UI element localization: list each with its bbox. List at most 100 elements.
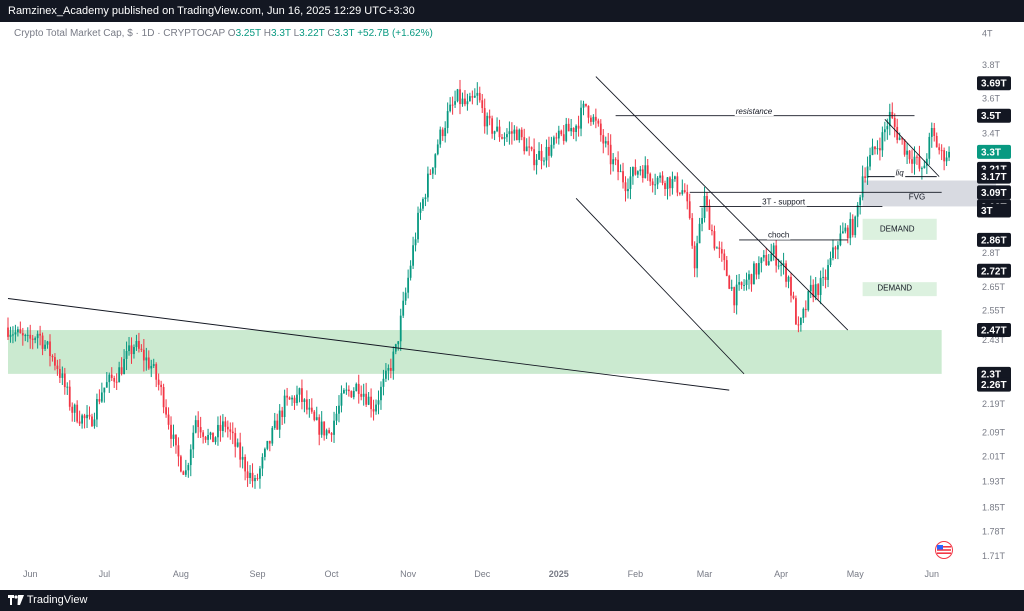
candle <box>110 367 113 381</box>
time-axis[interactable]: Jun Jul Aug Sep Oct Nov Dec 2025 Feb Mar Apr May Jun <box>23 569 939 579</box>
candle <box>461 92 464 107</box>
candle <box>189 444 192 477</box>
candle <box>360 385 363 401</box>
candle <box>138 332 140 353</box>
candle <box>802 307 805 323</box>
svg-text:3.5T: 3.5T <box>981 111 1001 122</box>
candle <box>293 395 296 410</box>
candle <box>184 459 187 477</box>
y-tick-label: 2.43T <box>982 335 1006 345</box>
candle <box>83 413 86 429</box>
x-tick-label: Feb <box>628 569 644 579</box>
candle <box>481 94 484 113</box>
annotation-resistance[interactable]: resistance <box>736 107 773 116</box>
annotation-choch[interactable]: choch <box>768 231 789 240</box>
annotation-fvg[interactable]: FVG <box>909 192 925 201</box>
candle <box>827 259 829 288</box>
candle <box>928 132 931 165</box>
line-channel-lower[interactable] <box>575 198 745 375</box>
candle <box>422 197 424 211</box>
candle <box>103 387 106 403</box>
candle <box>305 390 308 415</box>
candle <box>14 324 17 342</box>
line-mini-trendline[interactable] <box>884 118 940 177</box>
candle <box>350 390 353 399</box>
us-flag-icon[interactable] <box>933 541 955 559</box>
candle <box>345 382 348 395</box>
candle <box>125 341 128 371</box>
candle <box>933 122 936 142</box>
candle <box>226 420 229 438</box>
candle <box>903 139 906 157</box>
zone-demand-upper[interactable] <box>862 218 937 240</box>
candle <box>669 176 671 197</box>
candle <box>209 431 212 440</box>
candle <box>844 223 847 234</box>
candle <box>24 333 27 342</box>
candle <box>466 93 469 111</box>
candle <box>130 337 133 364</box>
candle <box>636 170 639 179</box>
candle <box>352 387 355 400</box>
candle <box>876 140 879 155</box>
low-label: L <box>293 28 300 39</box>
line-channel-upper[interactable] <box>595 76 849 331</box>
candle <box>720 241 723 262</box>
candle <box>387 364 390 381</box>
x-tick-label: Jun <box>925 569 940 579</box>
candle <box>577 115 580 137</box>
price-axis[interactable]: 4T3.8T3.6T3.4T3.2T3T2.8T2.65T2.55T2.43T2… <box>982 29 1006 561</box>
x-tick-label: Oct <box>325 569 340 579</box>
annotation-demand[interactable]: DEMAND <box>880 224 915 233</box>
candle <box>701 207 703 232</box>
candle <box>671 171 674 195</box>
candle <box>938 143 941 155</box>
candle <box>874 146 876 155</box>
candle <box>715 246 718 249</box>
candle <box>34 336 37 344</box>
candle <box>301 379 303 410</box>
candle <box>244 454 247 481</box>
candle <box>372 399 375 421</box>
candle <box>456 88 459 103</box>
annotation-liq[interactable]: liq <box>896 169 905 178</box>
candle <box>12 326 14 344</box>
candle <box>543 157 545 166</box>
candle <box>219 415 222 442</box>
candle <box>792 291 795 300</box>
zone-fvg[interactable] <box>862 180 996 207</box>
symbol-name[interactable]: Crypto Total Market Cap, $ · 1D · CRYPTO… <box>14 28 226 39</box>
candle <box>674 175 676 182</box>
candle <box>157 373 160 391</box>
candle <box>639 165 642 176</box>
candle <box>837 241 839 260</box>
footer-brand[interactable]: TradingView <box>26 594 88 606</box>
candle <box>128 336 130 356</box>
candle <box>824 269 827 289</box>
tradingview-logo-icon[interactable] <box>8 595 24 606</box>
candle <box>140 344 143 353</box>
candle <box>441 127 444 141</box>
open-value: 3.25T <box>235 28 261 39</box>
y-tick-label: 2.8T <box>982 248 1001 258</box>
candle <box>883 121 886 142</box>
candle <box>582 100 585 116</box>
price-chart[interactable]: resistance 3T - support choch liq FVG DEMAND D… <box>0 22 1024 590</box>
candle <box>266 440 269 451</box>
candle <box>624 176 627 202</box>
candle <box>560 129 563 137</box>
candle <box>575 124 577 142</box>
annotation-3t-support[interactable]: 3T - support <box>762 197 806 206</box>
candle <box>325 428 328 439</box>
candle <box>785 260 787 288</box>
candle <box>597 118 600 127</box>
candle <box>819 270 822 305</box>
candle <box>96 393 98 428</box>
zone-main-demand[interactable] <box>8 330 942 374</box>
candle <box>841 222 844 234</box>
line-long-trendline[interactable] <box>7 298 730 391</box>
zone-demand-lower[interactable] <box>862 282 937 297</box>
candle <box>31 334 34 350</box>
candle <box>829 251 832 268</box>
annotation-demand[interactable]: DEMAND <box>877 283 912 292</box>
